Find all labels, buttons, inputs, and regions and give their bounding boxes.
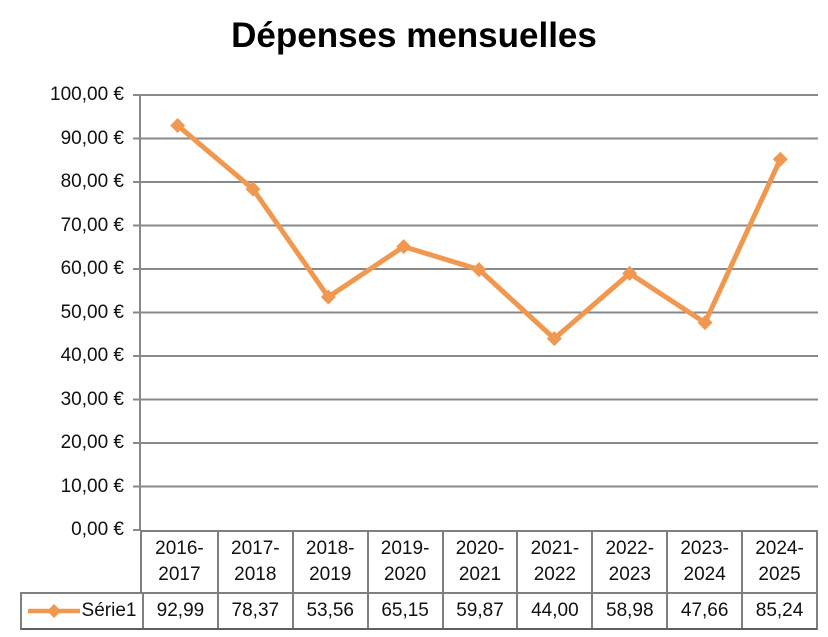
y-axis-tick-label: 80,00 € bbox=[60, 171, 124, 192]
category-cell: 2022- 2023 bbox=[591, 532, 666, 592]
data-point-marker bbox=[697, 315, 713, 331]
value-cell: 44,00 bbox=[516, 594, 591, 628]
value-cell: 78,37 bbox=[216, 594, 292, 628]
category-cell: 2018- 2019 bbox=[291, 532, 367, 592]
y-axis-tick-label: 60,00 € bbox=[60, 258, 124, 279]
data-point-marker bbox=[170, 117, 186, 133]
y-axis-tick-label: 70,00 € bbox=[60, 214, 124, 236]
series-line bbox=[175, 122, 783, 342]
value-cell: 85,24 bbox=[741, 594, 816, 628]
data-point-marker bbox=[622, 265, 638, 281]
category-cell: 2019- 2020 bbox=[366, 532, 442, 592]
category-header-row: 2016- 2017 2017- 2018 2018- 2019 2019- 2020… bbox=[140, 530, 818, 592]
value-cell: 58,98 bbox=[591, 594, 666, 628]
y-axis-tick-label: 100,00 € bbox=[50, 84, 124, 105]
value-cell: 92,99 bbox=[142, 594, 217, 628]
y-axis-tick-label: 0,00 € bbox=[71, 519, 124, 540]
data-point-marker bbox=[245, 181, 261, 197]
data-point-marker bbox=[471, 262, 487, 278]
category-cell: 2021- 2022 bbox=[516, 532, 591, 592]
category-cell: 2016- 2017 bbox=[155, 538, 204, 585]
data-point-marker bbox=[546, 331, 562, 347]
legend-label: Série1 bbox=[81, 600, 137, 621]
data-point-marker bbox=[772, 151, 788, 167]
y-axis-tick-label: 20,00 € bbox=[60, 432, 124, 453]
y-axis-tick-label: 40,00 € bbox=[60, 345, 124, 366]
chart-title: Dépenses mensuelles bbox=[231, 16, 597, 55]
value-cell: 59,87 bbox=[441, 594, 517, 628]
y-axis-tick-label: 50,00 € bbox=[60, 301, 124, 323]
series-marker-icon bbox=[27, 604, 80, 618]
y-axis-tick-label: 90,00 € bbox=[60, 127, 124, 149]
value-cell: 53,56 bbox=[291, 594, 367, 628]
legend-key: Série1 bbox=[22, 594, 142, 628]
series-data-row: Série1 92,99 78,37 53,56 65,15 59,87 44,00 58,9… bbox=[20, 592, 818, 630]
y-axis-tick-label: 10,00 € bbox=[60, 475, 124, 497]
value-cell: 65,15 bbox=[366, 594, 442, 628]
y-axis-tick-label: 30,00 € bbox=[60, 388, 124, 410]
category-cell: 2017- 2018 bbox=[216, 532, 292, 592]
category-cell: 2023- 2024 bbox=[666, 532, 741, 592]
data-point-marker bbox=[320, 289, 336, 305]
value-cell: 47,66 bbox=[666, 594, 741, 628]
category-cell: 2020- 2021 bbox=[441, 532, 517, 592]
data-point-marker bbox=[396, 239, 412, 255]
category-cell: 2024- 2025 bbox=[741, 532, 816, 592]
